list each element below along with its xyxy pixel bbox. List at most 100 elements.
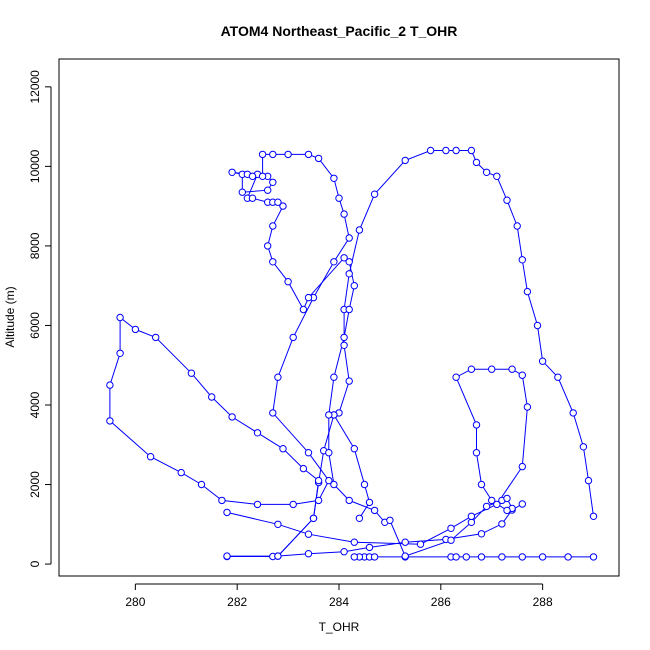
data-point (350, 553, 358, 561)
data-point (467, 146, 476, 155)
x-tick-label: 284 (329, 595, 349, 609)
data-point (269, 150, 277, 159)
data-point (248, 172, 257, 181)
data-point (472, 449, 481, 457)
data-point (152, 333, 160, 342)
data-point (355, 226, 364, 234)
data-point (314, 154, 323, 163)
data-point (589, 553, 598, 561)
y-tick-label: 2000 (28, 471, 42, 498)
data-point (269, 258, 277, 266)
data-point (238, 188, 247, 196)
data-point (187, 369, 196, 377)
data-point (538, 553, 547, 561)
data-point (345, 270, 353, 278)
x-tick-label: 286 (431, 595, 451, 609)
data-point (228, 413, 236, 421)
data-point (177, 468, 185, 477)
data-point (208, 393, 216, 401)
y-tick-label: 6000 (28, 312, 42, 339)
data-point (523, 287, 532, 296)
data-point (345, 234, 353, 242)
data-point (472, 158, 481, 167)
data-point (370, 553, 379, 561)
data-point (442, 146, 450, 155)
data-point (345, 377, 353, 385)
data-point (518, 256, 526, 264)
series-points (106, 146, 598, 561)
data-point (269, 178, 277, 187)
data-point (477, 480, 486, 489)
data-point (401, 156, 409, 165)
data-point (554, 373, 562, 381)
data-point (325, 449, 333, 457)
x-tick-label: 282 (227, 595, 247, 609)
data-point (370, 506, 379, 515)
data-point (314, 496, 323, 505)
plot-frame (58, 58, 620, 577)
data-point (106, 381, 114, 389)
data-point (248, 194, 257, 202)
data-point (325, 476, 333, 485)
data-point (299, 464, 308, 473)
data-point (289, 333, 297, 342)
data-point (447, 536, 455, 544)
data-point (518, 462, 526, 471)
data-point (488, 496, 496, 505)
data-point (284, 150, 292, 159)
data-point (284, 278, 292, 286)
data-point (258, 172, 267, 181)
data-point (228, 168, 236, 177)
x-axis-label: T_OHR (319, 620, 360, 634)
data-point (289, 500, 297, 509)
data-point (386, 516, 394, 524)
y-tick-label: 10000 (28, 149, 42, 183)
data-point (350, 445, 358, 453)
data-point (274, 198, 282, 206)
data-point (330, 174, 338, 183)
series-line (227, 150, 594, 557)
data-point (299, 305, 308, 314)
data-point (223, 508, 231, 517)
data-point (309, 514, 318, 522)
chart-title: ATOM4 Northeast_Pacific_2 T_OHR (221, 23, 458, 39)
data-point (467, 365, 476, 373)
data-point (498, 553, 506, 561)
data-point (116, 313, 124, 322)
data-point (482, 502, 491, 511)
data-point (197, 480, 206, 489)
data-point (513, 222, 521, 230)
data-point (345, 496, 353, 505)
data-point (472, 421, 481, 429)
data-point (330, 373, 338, 381)
data-point (401, 552, 409, 560)
data-point (304, 530, 313, 538)
data-point (269, 409, 277, 417)
data-point (477, 553, 486, 561)
data-point (314, 476, 323, 485)
data-point (304, 449, 313, 457)
data-point (355, 514, 364, 522)
data-point (503, 196, 511, 204)
data-point (365, 498, 374, 507)
data-point (360, 480, 369, 489)
data-point (253, 500, 262, 509)
data-point (523, 403, 532, 411)
data-point (279, 202, 287, 210)
data-point (447, 524, 455, 532)
data-point (462, 553, 470, 561)
data-point (350, 538, 358, 546)
data-point (340, 341, 348, 349)
data-point (340, 210, 348, 218)
data-point (340, 333, 348, 342)
data-point (258, 150, 267, 159)
data-point (518, 500, 526, 508)
data-point (493, 172, 501, 181)
data-point (579, 443, 588, 451)
data-point (452, 553, 460, 561)
data-point (146, 453, 155, 461)
data-point (426, 146, 435, 155)
data-point (304, 150, 313, 159)
series-line (109, 153, 350, 557)
data-point (345, 258, 353, 266)
